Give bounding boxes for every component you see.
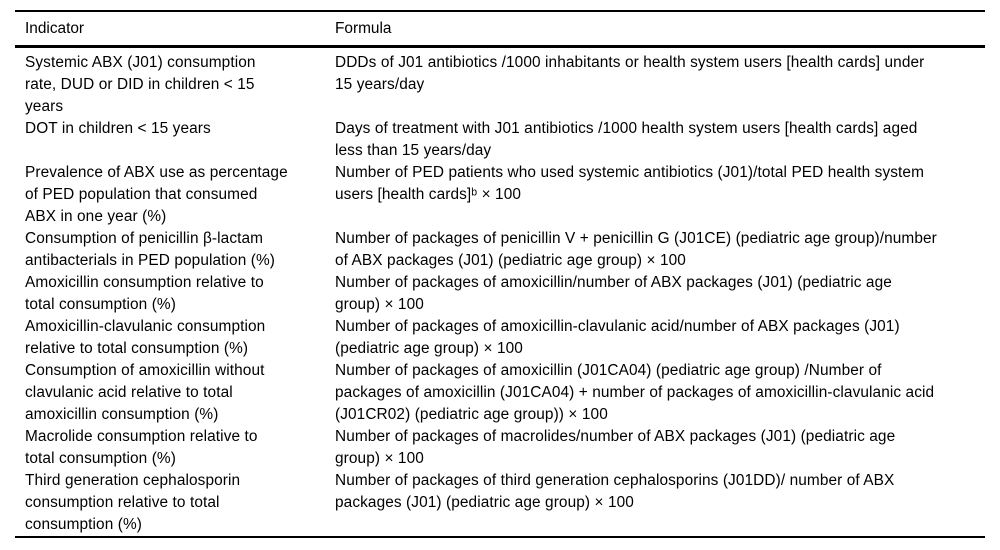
table-row: Amoxicillin-clavulanic consumption relat… [15, 316, 985, 360]
indicators-formula-table: Indicator Formula Systemic ABX (J01) con… [15, 10, 985, 538]
column-header-indicator: Indicator [25, 20, 85, 37]
table-header-row: Indicator Formula [15, 12, 985, 45]
table-top-rule [15, 10, 985, 12]
formula-cell: Number of packages of third generation c… [335, 472, 895, 511]
formula-cell: Number of packages of amoxicillin/number… [335, 274, 892, 313]
table-body: Systemic ABX (J01) consumption rate, DUD… [15, 48, 985, 536]
indicator-cell: Consumption of penicillin β-lactam antib… [25, 230, 275, 269]
table-row: DOT in children < 15 years Days of treat… [15, 118, 985, 162]
indicator-cell: Amoxicillin-clavulanic consumption relat… [25, 318, 266, 357]
indicator-cell: Macrolide consumption relative to total … [25, 428, 258, 467]
indicator-cell: Consumption of amoxicillin without clavu… [25, 362, 265, 423]
column-header-formula: Formula [335, 20, 392, 37]
table-row: Systemic ABX (J01) consumption rate, DUD… [15, 52, 985, 118]
table-row: Amoxicillin consumption relative to tota… [15, 272, 985, 316]
table-row: Macrolide consumption relative to total … [15, 426, 985, 470]
indicator-cell: Third generation cephalosporin consumpti… [25, 472, 241, 533]
table-header-rule [15, 45, 985, 48]
indicator-cell: Prevalence of ABX use as percentage of P… [25, 164, 288, 225]
formula-cell: Number of packages of penicillin V + pen… [335, 230, 937, 269]
table-row: Third generation cephalosporin consumpti… [15, 470, 985, 536]
formula-cell: Number of PED patients who used systemic… [335, 164, 925, 203]
formula-cell: DDDs of J01 antibiotics /1000 inhabitant… [335, 54, 925, 93]
table-row: Prevalence of ABX use as percentage of P… [15, 162, 985, 228]
formula-cell: Number of packages of amoxicillin-clavul… [335, 318, 900, 357]
table-row: Consumption of penicillin β-lactam antib… [15, 228, 985, 272]
formula-cell: Number of packages of macrolides/number … [335, 428, 896, 467]
indicator-cell: Amoxicillin consumption relative to tota… [25, 274, 264, 313]
table-bottom-rule [15, 536, 985, 538]
indicator-cell: Systemic ABX (J01) consumption rate, DUD… [25, 54, 256, 115]
formula-cell: Days of treatment with J01 antibiotics /… [335, 120, 918, 159]
formula-cell: Number of packages of amoxicillin (J01CA… [335, 362, 935, 423]
table-row: Consumption of amoxicillin without clavu… [15, 360, 985, 426]
indicator-cell: DOT in children < 15 years [25, 120, 211, 137]
